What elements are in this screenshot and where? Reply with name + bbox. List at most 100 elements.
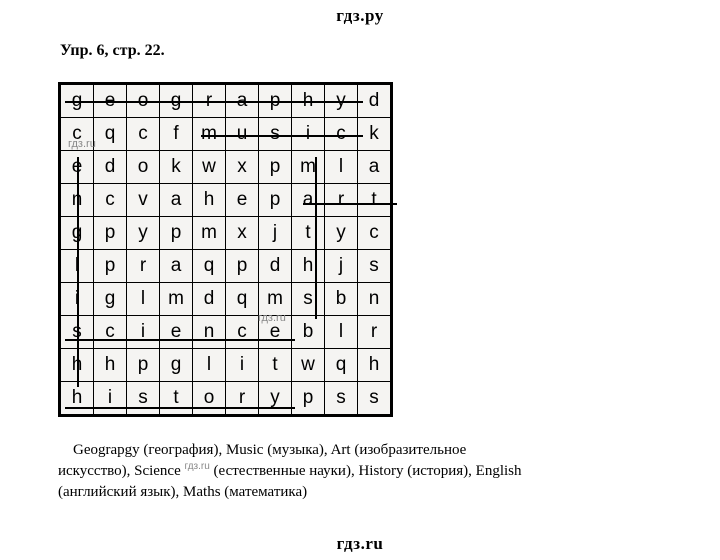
grid-cell: q — [325, 349, 358, 382]
grid-cell: i — [292, 118, 325, 151]
grid-cell: i — [127, 316, 160, 349]
grid-cell: r — [127, 250, 160, 283]
grid-cell: m — [160, 283, 193, 316]
grid-cell: a — [160, 250, 193, 283]
grid-cell: k — [160, 151, 193, 184]
answer-line2a: искусство), Science — [58, 463, 181, 479]
grid-cell: n — [358, 283, 392, 316]
strike-line — [65, 339, 295, 341]
grid-cell: s — [358, 250, 392, 283]
answer-line1: Geograpgy (география), Music (музыка), A… — [73, 442, 466, 458]
grid-cell: r — [325, 184, 358, 217]
grid-cell: l — [325, 316, 358, 349]
grid-cell: a — [292, 184, 325, 217]
grid-cell: r — [226, 382, 259, 416]
grid-cell: w — [193, 151, 226, 184]
grid-cell: i — [94, 382, 127, 416]
grid-cell: c — [94, 184, 127, 217]
wordsearch-grid: geographydcqcfmusickedokwxpmlancvahepart… — [58, 82, 398, 417]
inline-watermark: гдз.ru — [185, 461, 210, 472]
grid-cell: l — [193, 349, 226, 382]
grid-cell: p — [160, 217, 193, 250]
grid-cell: t — [259, 349, 292, 382]
grid-cell: e — [160, 316, 193, 349]
grid-cell: c — [226, 316, 259, 349]
grid-cell: k — [358, 118, 392, 151]
grid-cell: v — [127, 184, 160, 217]
grid-cell: b — [325, 283, 358, 316]
grid-cell: j — [325, 250, 358, 283]
answer-text: Geograpgy (география), Music (музыка), A… — [58, 440, 668, 502]
strike-line — [65, 101, 363, 103]
grid-cell: p — [259, 151, 292, 184]
grid-cell: p — [94, 217, 127, 250]
grid-cell: d — [193, 283, 226, 316]
grid-cell: n — [193, 316, 226, 349]
grid-watermark: гдз.ru — [68, 138, 96, 150]
strike-line — [303, 203, 397, 205]
answer-line2b: (естественные науки), History (история),… — [214, 463, 522, 479]
grid-cell: o — [193, 382, 226, 416]
grid-cell: p — [127, 349, 160, 382]
grid-cell: p — [94, 250, 127, 283]
exercise-label: Упр. 6, стр. 22. — [60, 42, 165, 60]
grid-cell: q — [193, 250, 226, 283]
grid-cell: c — [94, 316, 127, 349]
grid-cell: l — [325, 151, 358, 184]
grid-cell: i — [226, 349, 259, 382]
grid-cell: w — [292, 349, 325, 382]
grid-cell: c — [325, 118, 358, 151]
grid-cell: f — [160, 118, 193, 151]
grid-cell: s — [292, 283, 325, 316]
grid-cell: s — [259, 118, 292, 151]
grid-cell: m — [193, 118, 226, 151]
grid-cell: m — [193, 217, 226, 250]
grid-cell: o — [127, 151, 160, 184]
grid-cell: c — [127, 118, 160, 151]
grid-cell: y — [259, 382, 292, 416]
strike-line — [77, 157, 79, 387]
grid-cell: a — [358, 151, 392, 184]
grid-watermark: гдз.ru — [258, 312, 286, 324]
grid-cell: h — [358, 349, 392, 382]
grid-cell: m — [259, 283, 292, 316]
grid-cell: g — [94, 283, 127, 316]
grid-cell: g — [160, 349, 193, 382]
grid-cell: e — [226, 184, 259, 217]
grid-cell: l — [127, 283, 160, 316]
grid-cell: y — [127, 217, 160, 250]
grid-cell: a — [160, 184, 193, 217]
grid-cell: p — [292, 382, 325, 416]
grid-cell: t — [160, 382, 193, 416]
wordsearch-table: geographydcqcfmusickedokwxpmlancvahepart… — [58, 82, 393, 417]
grid-cell: h — [292, 250, 325, 283]
strike-line — [315, 157, 317, 319]
grid-cell: h — [94, 349, 127, 382]
grid-cell: t — [292, 217, 325, 250]
grid-cell: m — [292, 151, 325, 184]
grid-cell: s — [325, 382, 358, 416]
grid-cell: t — [358, 184, 392, 217]
answer-line3: (английский язык), Maths (математика) — [58, 484, 307, 500]
grid-cell: x — [226, 217, 259, 250]
grid-cell: b — [292, 316, 325, 349]
grid-cell: y — [325, 217, 358, 250]
grid-cell: d — [94, 151, 127, 184]
strike-line — [65, 407, 295, 409]
grid-cell: q — [94, 118, 127, 151]
grid-cell: p — [226, 250, 259, 283]
grid-cell: x — [226, 151, 259, 184]
grid-cell: h — [193, 184, 226, 217]
grid-cell: d — [259, 250, 292, 283]
strike-line — [201, 135, 363, 137]
grid-cell: p — [259, 184, 292, 217]
site-title-bottom: гдз.ru — [0, 534, 720, 554]
grid-cell: q — [226, 283, 259, 316]
grid-cell: r — [358, 316, 392, 349]
grid-cell: j — [259, 217, 292, 250]
grid-cell: s — [127, 382, 160, 416]
grid-cell: u — [226, 118, 259, 151]
site-title-top: гдз.ру — [0, 0, 720, 26]
grid-cell: c — [358, 217, 392, 250]
grid-cell: s — [358, 382, 392, 416]
